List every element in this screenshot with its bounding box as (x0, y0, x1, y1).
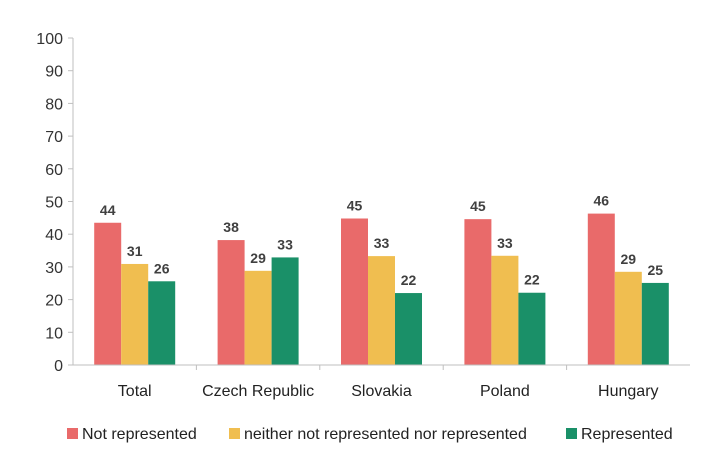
bar (614, 271, 642, 365)
legend-label: Represented (581, 426, 673, 443)
bar (94, 222, 122, 365)
bar (121, 263, 149, 365)
x-tick-label: Slovakia (351, 383, 412, 400)
legend-label: neither not represented nor represented (244, 426, 527, 443)
x-tick-label: Poland (480, 383, 530, 400)
legend-item: Not represented (67, 426, 197, 443)
legend-swatch (229, 428, 240, 439)
data-label: 29 (250, 250, 266, 266)
x-tick-label: Hungary (598, 383, 658, 400)
y-tick-label: 70 (45, 129, 63, 146)
bar (271, 257, 299, 365)
x-tick-label: Czech Republic (202, 383, 314, 400)
data-label: 26 (154, 260, 170, 276)
data-label: 31 (127, 243, 143, 259)
legend-label: Not represented (82, 426, 197, 443)
data-labels: 44 31 26 38 29 33 45 33 22 45 33 22 46 29 25 (100, 193, 663, 288)
legend-swatch (67, 428, 78, 439)
bar (368, 256, 395, 365)
data-label: 46 (594, 193, 610, 209)
data-label: 45 (470, 198, 486, 214)
legend-swatch (566, 428, 577, 439)
data-label: 45 (347, 198, 363, 214)
data-label: 25 (648, 262, 664, 278)
bar (244, 270, 272, 365)
data-label: 38 (223, 219, 239, 235)
y-tick-label: 10 (45, 325, 63, 342)
x-axis: Total Czech Republic Slovakia Poland Hungary (73, 364, 690, 400)
legend: Not represented neither not represented n… (67, 426, 673, 443)
y-tick-label: 30 (45, 260, 63, 277)
bar (587, 213, 615, 365)
y-tick-label: 100 (36, 31, 63, 48)
data-label: 33 (277, 236, 293, 252)
y-tick-label: 20 (45, 293, 63, 310)
y-tick-label: 0 (54, 358, 63, 375)
y-tick-label: 50 (45, 195, 63, 212)
bar (518, 292, 546, 365)
bar (341, 218, 368, 365)
legend-item: Represented (566, 426, 673, 443)
data-label: 22 (401, 272, 417, 288)
data-label: 44 (100, 202, 116, 218)
data-label: 33 (497, 235, 513, 251)
y-tick-label: 40 (45, 227, 63, 244)
bar (464, 219, 492, 365)
bar (217, 240, 245, 365)
bars (94, 213, 669, 365)
data-label: 33 (374, 235, 390, 251)
y-tick-label: 60 (45, 162, 63, 179)
y-tick-label: 90 (45, 64, 63, 81)
data-label: 22 (524, 272, 540, 288)
bar (148, 281, 176, 365)
y-tick-label: 80 (45, 96, 63, 113)
bar (491, 255, 519, 365)
x-tick-label: Total (118, 383, 152, 400)
y-axis: 0 10 20 30 40 50 60 70 80 90 100 (36, 31, 74, 375)
data-label: 29 (621, 251, 637, 267)
bar (641, 282, 669, 365)
legend-item: neither not represented nor represented (229, 426, 527, 443)
bar (395, 293, 422, 365)
